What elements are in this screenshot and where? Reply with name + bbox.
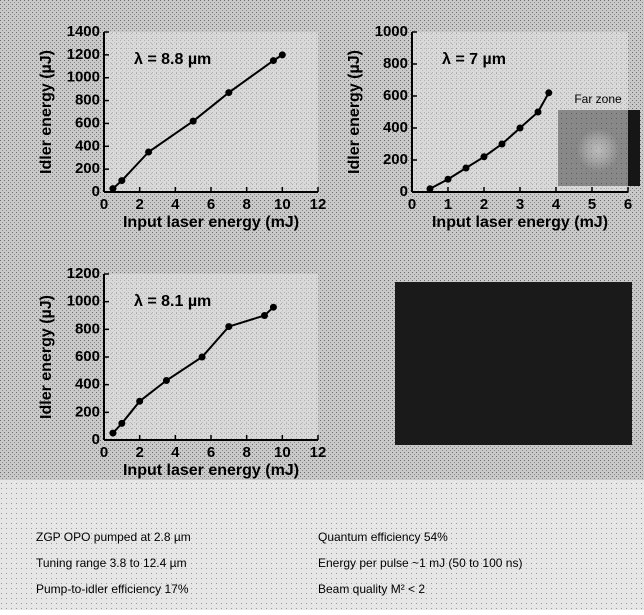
y-tick-label: 1200 bbox=[67, 46, 100, 63]
y-axis-label: Idler energy (µJ) bbox=[38, 295, 55, 419]
data-line bbox=[112, 306, 275, 434]
y-tick-label: 400 bbox=[383, 119, 408, 136]
x-tick-label: 0 bbox=[100, 444, 108, 461]
data-point bbox=[225, 323, 233, 331]
x-tick-label: 2 bbox=[135, 444, 143, 461]
x-tick-label: 6 bbox=[207, 196, 215, 213]
x-tick-label: 5 bbox=[588, 196, 596, 213]
data-point bbox=[118, 419, 126, 427]
y-tick-label: 1200 bbox=[67, 265, 100, 282]
chart-title: λ = 8.1 µm bbox=[134, 293, 211, 310]
notes-background bbox=[0, 480, 644, 610]
y-tick-label: 200 bbox=[75, 403, 100, 420]
data-point bbox=[225, 89, 233, 97]
data-point bbox=[534, 108, 542, 116]
x-tick-label: 10 bbox=[274, 444, 291, 461]
data-point bbox=[109, 429, 117, 437]
y-axis-label: Idler energy (µJ) bbox=[38, 50, 55, 174]
data-point bbox=[162, 377, 170, 385]
data-point bbox=[198, 353, 206, 361]
data-line bbox=[429, 92, 550, 190]
y-tick-label: 800 bbox=[75, 320, 100, 337]
y-tick-label: 0 bbox=[92, 183, 100, 200]
x-axis-label: Input laser energy (mJ) bbox=[123, 462, 299, 479]
y-tick-label: 0 bbox=[400, 183, 408, 200]
chart: 0 200 400 600 800 1000 0 1 2 3 4 5 6 Input laser ener… bbox=[346, 23, 632, 231]
y-tick-label: 200 bbox=[75, 160, 100, 177]
x-tick-label: 1 bbox=[444, 196, 452, 213]
x-tick-label: 2 bbox=[480, 196, 488, 213]
notes: ZGP OPO pumped at 2.8 µm Tuning range 3.8… bbox=[36, 530, 522, 596]
y-tick-label: 1400 bbox=[67, 23, 100, 40]
note-text: Energy per pulse ~1 mJ (50 to 100 ns) bbox=[318, 556, 522, 570]
y-tick-label: 600 bbox=[75, 114, 100, 131]
x-axis-label: Input laser energy (mJ) bbox=[432, 214, 608, 231]
data-point bbox=[444, 175, 452, 183]
x-tick-label: 4 bbox=[171, 444, 180, 461]
y-tick-label: 600 bbox=[383, 87, 408, 104]
data-point bbox=[278, 51, 286, 59]
x-tick-label: 6 bbox=[207, 444, 215, 461]
chart-title: λ = 7 µm bbox=[442, 51, 506, 68]
note-text: Beam quality M² < 2 bbox=[318, 582, 425, 596]
data-point bbox=[426, 185, 434, 193]
x-tick-label: 6 bbox=[624, 196, 632, 213]
data-point bbox=[261, 312, 268, 319]
y-tick-label: 400 bbox=[75, 137, 100, 154]
x-tick-label: 0 bbox=[408, 196, 416, 213]
data-point bbox=[480, 153, 488, 161]
y-tick-label: 800 bbox=[75, 92, 100, 109]
x-tick-label: 4 bbox=[171, 196, 180, 213]
plot-area bbox=[104, 274, 318, 440]
beam-image bbox=[395, 282, 632, 445]
data-point bbox=[269, 57, 277, 65]
data-point bbox=[109, 185, 117, 193]
x-tick-label: 8 bbox=[242, 444, 250, 461]
note-text: Quantum efficiency 54% bbox=[318, 530, 448, 544]
data-point bbox=[189, 117, 197, 125]
x-tick-label: 10 bbox=[274, 196, 291, 213]
x-tick-label: 8 bbox=[242, 196, 250, 213]
chart-title: λ = 8.8 µm bbox=[134, 51, 211, 68]
y-tick-label: 0 bbox=[92, 431, 100, 448]
data-point bbox=[462, 164, 470, 172]
x-tick-label: 4 bbox=[552, 196, 561, 213]
plot-area bbox=[412, 32, 628, 192]
y-tick-label: 400 bbox=[75, 376, 100, 393]
y-tick-label: 1000 bbox=[67, 293, 100, 310]
y-tick-label: 1000 bbox=[67, 69, 100, 86]
data-point bbox=[118, 177, 126, 185]
x-axis-label: Input laser energy (mJ) bbox=[123, 214, 299, 231]
y-tick-label: 1000 bbox=[375, 23, 408, 40]
y-axis-label: Idler energy (µJ) bbox=[346, 50, 363, 174]
data-point bbox=[498, 140, 506, 148]
x-tick-label: 0 bbox=[100, 196, 108, 213]
data-point bbox=[136, 397, 144, 405]
y-tick-label: 600 bbox=[75, 348, 100, 365]
x-tick-label: 12 bbox=[310, 196, 327, 213]
data-point bbox=[545, 89, 553, 97]
note-text: ZGP OPO pumped at 2.8 µm bbox=[36, 530, 191, 544]
x-tick-label: 12 bbox=[310, 444, 327, 461]
data-point bbox=[145, 148, 153, 156]
data-point bbox=[516, 124, 524, 132]
chart: 0 200 400 600 800 1000 1200 1400 0 2 4 6 8 10 12 Input … bbox=[38, 23, 326, 231]
x-tick-label: 3 bbox=[516, 196, 524, 213]
data-point bbox=[269, 303, 277, 311]
annotation: Far zone bbox=[574, 92, 622, 106]
y-tick-label: 200 bbox=[383, 151, 408, 168]
note-text: Tuning range 3.8 to 12.4 µm bbox=[36, 556, 187, 570]
plot-area bbox=[104, 32, 318, 192]
chart: 0 200 400 600 800 1000 1200 0 2 4 6 8 10 12 Input lase… bbox=[38, 265, 326, 479]
y-tick-label: 800 bbox=[383, 55, 408, 72]
note-text: Pump-to-idler efficiency 17% bbox=[36, 582, 189, 596]
x-tick-label: 2 bbox=[135, 196, 143, 213]
